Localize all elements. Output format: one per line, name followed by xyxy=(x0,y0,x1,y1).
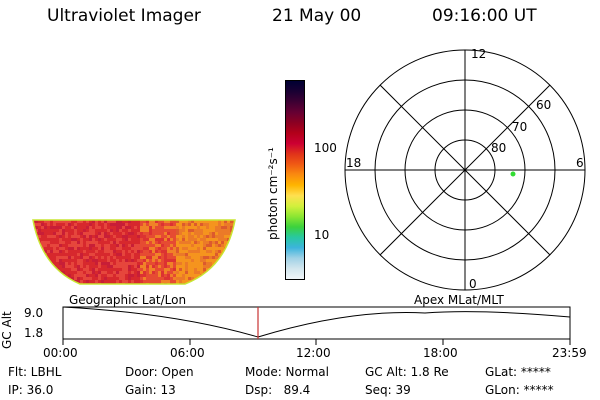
alt-tick-1-8: 1.8 xyxy=(24,326,44,340)
mlt-label-12: 12 xyxy=(471,47,487,61)
status-door: Door: Open xyxy=(125,365,194,379)
status-gc-alt: GC Alt: 1.8 Re xyxy=(365,365,449,379)
alt-tick-9: 9.0 xyxy=(24,306,44,320)
data-point-marker xyxy=(510,171,516,177)
lat-label-80: 80 xyxy=(491,141,507,155)
status-mode: Mode: Normal xyxy=(245,365,329,379)
status-ip: IP: 36.0 xyxy=(8,383,54,397)
time-tick-1200: 12:00 xyxy=(296,346,331,360)
status-seq: Seq: 39 xyxy=(365,383,411,397)
header-time: 09:16:00 UT xyxy=(432,6,537,26)
status-glon: GLon: ***** xyxy=(485,383,554,397)
lat-label-60: 60 xyxy=(536,98,552,112)
app-title: Ultraviolet Imager xyxy=(47,6,201,26)
colorbar-tick-10: 10 xyxy=(314,228,330,242)
time-tick-0000: 00:00 xyxy=(43,346,78,360)
status-gain: Gain: 13 xyxy=(125,383,176,397)
left-plot-title: Geographic Lat/Lon xyxy=(69,293,187,307)
lat-label-70: 70 xyxy=(512,120,528,134)
status-dsp: Dsp: 89.4 xyxy=(245,383,311,397)
header-date: 21 May 00 xyxy=(272,6,362,26)
colorbar-tick-100: 100 xyxy=(314,141,337,155)
mlt-label-6: 6 xyxy=(576,156,584,170)
right-plot-title: Apex MLat/MLT xyxy=(414,293,504,307)
time-tick-2359: 23:59 xyxy=(552,346,587,360)
mlt-label-18: 18 xyxy=(346,156,362,170)
status-glat: GLat: ***** xyxy=(485,365,551,379)
time-tick-1800: 18:00 xyxy=(423,346,458,360)
status-filter: Flt: LBHL xyxy=(8,365,62,379)
colorbar xyxy=(285,80,305,280)
mlt-label-0: 0 xyxy=(469,277,477,291)
time-tick-0600: 06:00 xyxy=(170,346,205,360)
